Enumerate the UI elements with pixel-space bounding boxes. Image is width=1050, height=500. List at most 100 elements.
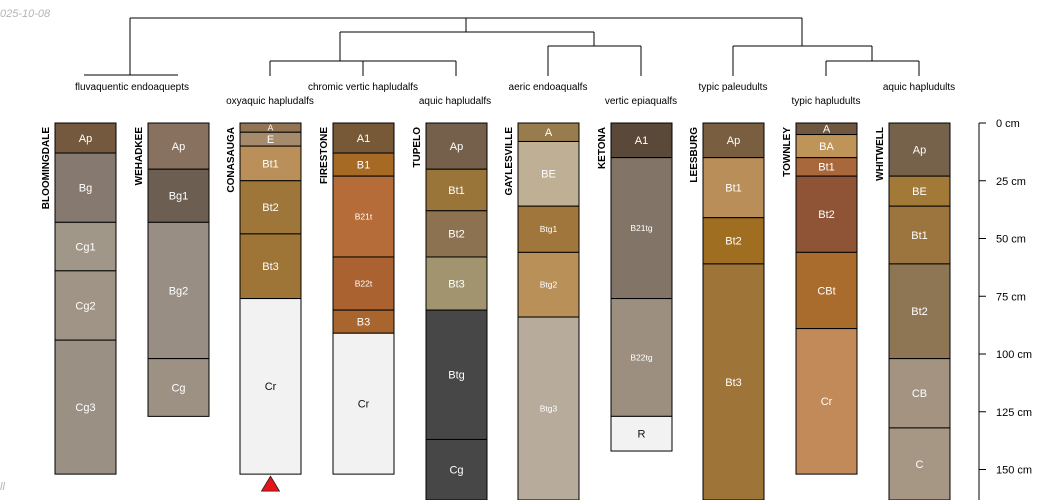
horizon-label: B21tg [630, 223, 652, 233]
horizon-label: Bt2 [448, 229, 465, 241]
horizon-label: A [823, 124, 831, 136]
profile-conasauga: AE Bt1 Bt2 Bt3 Cr CONASAUGA [226, 122, 302, 475]
horizon-label: Cr [358, 399, 370, 411]
horizon-label: Btg [448, 370, 465, 382]
taxon-label: aquic hapludalfs [419, 96, 491, 107]
horizon-conasauga-2 [239, 145, 302, 182]
profile-leesburg: Ap Bt1 Bt2 Bt3 LEESBURG [689, 122, 765, 500]
axis-tick-label: 100 cm [996, 349, 1032, 361]
horizon-tupelo-0 [425, 122, 488, 170]
footer-stamp: ll [0, 481, 5, 493]
profile-name: GAYLESVILLE [504, 127, 515, 196]
horizon-label: Bg2 [169, 285, 189, 297]
horizon-ketona-2 [610, 298, 673, 417]
horizon-firestone-5 [332, 332, 395, 475]
horizon-label: B3 [357, 317, 370, 329]
horizon-firestone-3 [332, 256, 395, 311]
horizon-whitwell-0 [888, 122, 951, 177]
horizon-label: R [638, 429, 646, 441]
horizon-leesburg-0 [702, 122, 765, 159]
horizon-whitwell-4 [888, 358, 951, 429]
horizon-label: A [268, 123, 274, 133]
horizon-label: Bt1 [262, 158, 279, 170]
horizon-whitwell-1 [888, 175, 951, 207]
profile-name: TUPELO [412, 127, 423, 168]
horizon-label: Bt1 [818, 162, 835, 174]
horizon-leesburg-3 [702, 263, 765, 500]
profile-ketona: A1 B21tg B22tg R KETONA [597, 122, 673, 452]
horizon-wehadkee-2 [147, 221, 210, 360]
horizon-bloomingdale-3 [54, 270, 117, 341]
horizon-label: BE [912, 186, 927, 198]
horizon-label: B22tg [630, 352, 652, 362]
profile-name: WHITWELL [875, 127, 886, 181]
horizon-bloomingdale-0 [54, 122, 117, 154]
horizon-label: Bt3 [262, 261, 279, 273]
horizon-label: BA [819, 141, 834, 153]
horizon-label: Cg2 [75, 300, 95, 312]
horizon-wehadkee-1 [147, 168, 210, 223]
horizon-label: Btg3 [540, 403, 558, 413]
horizon-label: Bt2 [818, 209, 835, 221]
horizon-conasauga-5 [239, 298, 302, 475]
horizon-label: Btg2 [540, 280, 558, 290]
taxon-label: fluvaquentic endoaquepts [75, 82, 189, 93]
profile-name: WEHADKEE [134, 127, 145, 186]
horizon-label: Bg1 [169, 191, 189, 203]
horizon-label: A [545, 127, 553, 139]
horizon-label: CB [912, 388, 927, 400]
horizon-bloomingdale-4 [54, 339, 117, 475]
taxon-label: aquic hapludults [883, 82, 955, 93]
horizon-label: Ap [450, 141, 463, 153]
horizon-conasauga-4 [239, 233, 302, 300]
horizon-label: Cr [265, 381, 277, 393]
horizon-label: Bt2 [911, 306, 928, 318]
profile-name: TOWNLEY [782, 127, 793, 177]
horizon-label: Cg [449, 465, 463, 477]
profile-name: KETONA [597, 127, 608, 169]
taxonomy-labels: fluvaquentic endoaquepts oxyaquic hapluda… [75, 82, 955, 107]
horizon-label: B1 [357, 159, 370, 171]
horizon-whitwell-5 [888, 427, 951, 500]
profile-firestone: A1 B1 B21t B22t B3 Cr FIRESTONE [319, 122, 395, 475]
horizon-ketona-0 [610, 122, 673, 159]
depth-axis: 0 cm 25 cm 50 cm 75 cm 100 cm 125 cm 150 cm [978, 118, 1032, 500]
profile-townley: A BA Bt1 Bt2 CBt Cr TOWNLEY [782, 122, 858, 475]
axis-tick-label: 75 cm [996, 291, 1026, 303]
horizon-label: Ap [172, 141, 185, 153]
horizon-label: Cg [171, 382, 185, 394]
horizon-tupelo-2 [425, 210, 488, 258]
horizon-gaylesville-1 [517, 140, 580, 207]
axis-tick-label: 125 cm [996, 407, 1032, 419]
taxon-label: oxyaquic hapludalfs [226, 96, 314, 107]
horizon-townley-4 [795, 251, 858, 330]
profile-name: CONASAUGA [226, 127, 237, 193]
horizon-gaylesville-4 [517, 316, 580, 500]
horizon-whitwell-2 [888, 205, 951, 265]
horizon-leesburg-2 [702, 217, 765, 265]
taxon-label: vertic epiaqualfs [605, 96, 677, 107]
horizon-label: Bt1 [725, 183, 742, 195]
horizon-label: Bt2 [262, 202, 279, 214]
horizon-label: Btg1 [540, 224, 558, 234]
horizon-label: Bt1 [448, 185, 465, 197]
horizon-label: Bt3 [448, 278, 465, 290]
profile-name: LEESBURG [689, 127, 700, 183]
profile-name: BLOOMINGDALE [41, 127, 52, 210]
horizon-label: Cg3 [75, 402, 95, 414]
horizon-label: C [916, 459, 924, 471]
horizon-label: Bg [79, 183, 92, 195]
horizon-label: Ap [727, 135, 740, 147]
taxon-label: aeric endoaqualfs [509, 82, 588, 93]
horizon-label: BE [541, 169, 556, 181]
horizon-wehadkee-3 [147, 358, 210, 417]
horizon-label: Ap [913, 144, 926, 156]
horizon-townley-3 [795, 175, 858, 253]
profile-tupelo: Ap Bt1 Bt2 Bt3 Btg Cg TUPELO [412, 122, 488, 500]
horizon-label: Ap [79, 133, 92, 145]
horizon-tupelo-4 [425, 309, 488, 440]
horizon-leesburg-1 [702, 157, 765, 219]
horizon-tupelo-3 [425, 256, 488, 311]
bedrock-marker [260, 475, 281, 492]
axis-tick-label: 50 cm [996, 234, 1026, 246]
